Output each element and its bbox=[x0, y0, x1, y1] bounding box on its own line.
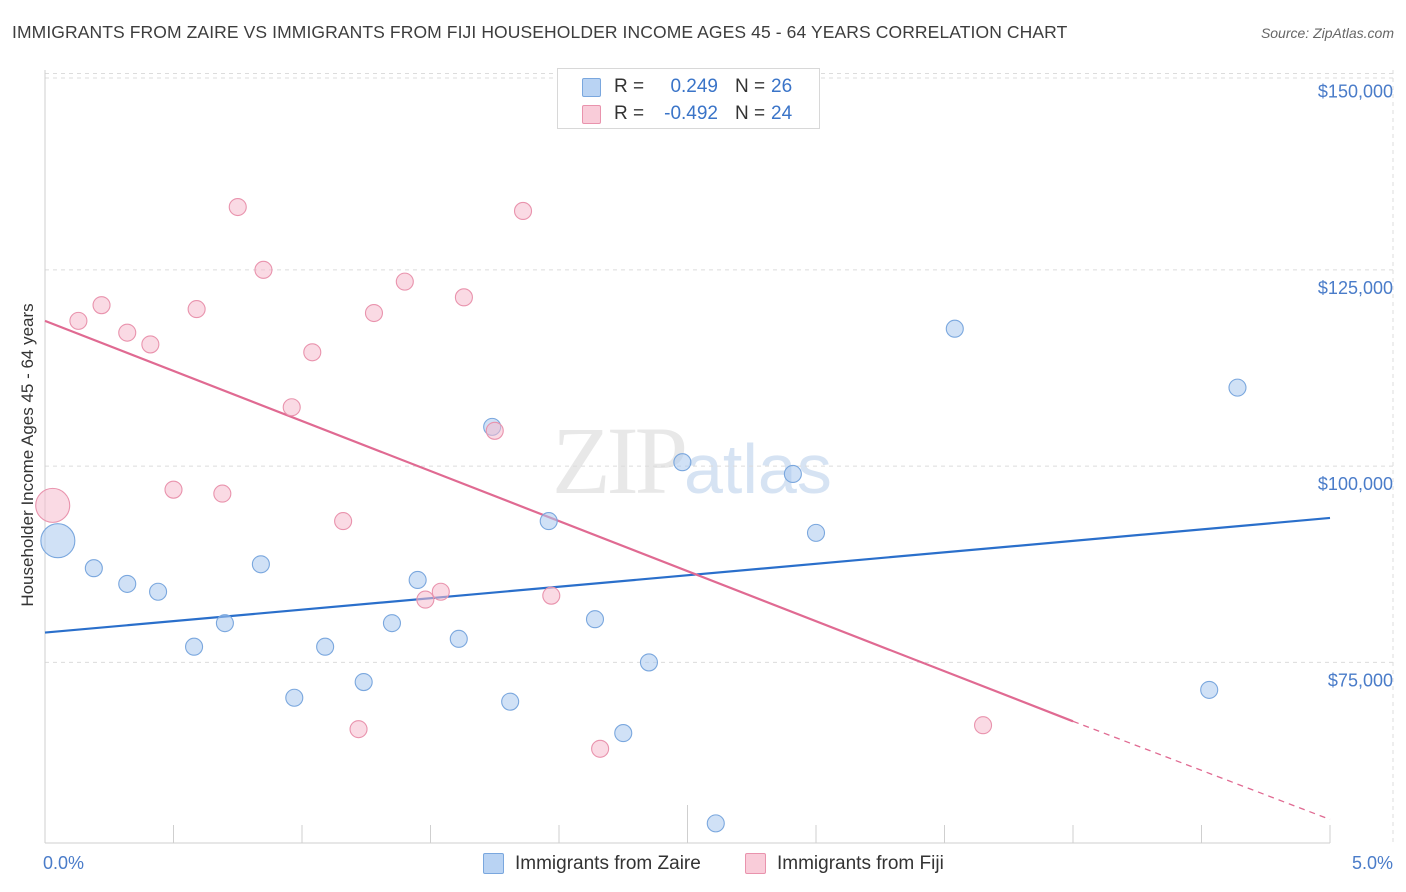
y-tick-label: $75,000 bbox=[1328, 670, 1393, 690]
legend-r-value: 0.249 bbox=[670, 76, 718, 97]
x-max-label: 5.0% bbox=[1352, 853, 1393, 873]
x-min-label: 0.0% bbox=[43, 853, 84, 873]
watermark-atlas: atlas bbox=[684, 430, 832, 508]
series-swatch-fiji bbox=[745, 853, 766, 874]
trend-line-zaire bbox=[44, 516, 1331, 634]
data-point-fiji bbox=[141, 335, 160, 354]
axis-labels: $75,000 $100,000 $125,000 $150,000 0.0% 5.0% H… bbox=[18, 82, 1393, 873]
data-point-fiji bbox=[591, 739, 610, 758]
y-axis-title: Householder Income Ages 45 - 64 years bbox=[18, 303, 37, 606]
series-swatch-zaire bbox=[483, 853, 504, 874]
data-point-fiji bbox=[349, 720, 368, 739]
data-point-zaire bbox=[585, 610, 605, 629]
data-point-fiji bbox=[395, 272, 414, 291]
data-point-zaire bbox=[316, 637, 335, 656]
data-point-zaire bbox=[215, 614, 234, 633]
data-point-zaire bbox=[408, 570, 427, 590]
data-point-zaire bbox=[118, 574, 137, 593]
legend-n-label: N = bbox=[735, 103, 766, 124]
legend-r-label: R = bbox=[614, 76, 645, 97]
data-point-zaire bbox=[673, 453, 692, 472]
data-point-fiji bbox=[973, 716, 993, 735]
data-point-zaire bbox=[185, 637, 204, 656]
data-point-fiji bbox=[364, 303, 384, 323]
trend-line-fiji bbox=[44, 319, 1074, 723]
legend-n-label: N = bbox=[735, 76, 766, 97]
data-point-fiji bbox=[416, 590, 435, 609]
data-point-zaire bbox=[1228, 378, 1247, 397]
data-point-fiji bbox=[213, 484, 232, 503]
legend-swatch-fiji bbox=[582, 105, 601, 124]
legend-n-value: 26 bbox=[771, 76, 793, 97]
data-point-zaire bbox=[149, 582, 168, 601]
data-point-zaire bbox=[945, 319, 964, 338]
series-label-zaire: Immigrants from Zaire bbox=[515, 853, 701, 874]
y-tick-label: $100,000 bbox=[1318, 474, 1393, 494]
data-point-zaire bbox=[84, 559, 103, 578]
data-point-zaire bbox=[706, 814, 725, 833]
watermark-zip: ZIP bbox=[552, 407, 688, 514]
data-point-zaire bbox=[354, 672, 373, 692]
data-point-fiji bbox=[303, 343, 322, 362]
legend-n-value: 24 bbox=[771, 103, 793, 124]
data-point-fiji bbox=[334, 512, 353, 531]
trend-line-extension bbox=[1072, 720, 1331, 821]
data-point-zaire bbox=[639, 653, 659, 672]
data-point-fiji bbox=[164, 480, 183, 499]
chart-title: IMMIGRANTS FROM ZAIRE VS IMMIGRANTS FROM… bbox=[12, 22, 1068, 42]
data-point-fiji bbox=[187, 300, 206, 319]
legend-row-zaire: R = 0.249 N = 26 bbox=[558, 74, 819, 100]
data-point-zaire bbox=[614, 724, 633, 743]
data-point-zaire bbox=[539, 512, 558, 531]
data-point-fiji bbox=[69, 311, 88, 330]
y-tick-label: $125,000 bbox=[1318, 278, 1393, 298]
grid-lines bbox=[45, 70, 1395, 843]
legend-r-value: -0.492 bbox=[664, 103, 718, 124]
data-point-zaire bbox=[449, 629, 468, 648]
data-point-zaire bbox=[1200, 680, 1219, 699]
data-point-zaire bbox=[251, 555, 270, 574]
chart-source: Source: ZipAtlas.com bbox=[1260, 25, 1394, 41]
data-point-zaire bbox=[40, 523, 76, 559]
y-tick-label: $150,000 bbox=[1318, 82, 1393, 102]
legend-r-label: R = bbox=[614, 103, 645, 124]
watermark: ZIPatlas bbox=[552, 405, 832, 516]
data-point-zaire bbox=[501, 692, 520, 711]
data-point-zaire bbox=[806, 523, 826, 542]
trend-lines bbox=[44, 319, 1331, 821]
data-point-fiji bbox=[118, 323, 137, 342]
data-point-fiji bbox=[485, 421, 504, 440]
data-point-fiji bbox=[454, 288, 473, 307]
axes bbox=[44, 70, 1331, 844]
data-point-zaire bbox=[285, 688, 304, 707]
data-point-fiji bbox=[513, 201, 533, 221]
data-point-fiji bbox=[282, 398, 301, 417]
data-point-fiji bbox=[542, 586, 561, 605]
legend-swatch-zaire bbox=[582, 78, 601, 97]
data-points bbox=[35, 197, 1247, 833]
legend-row-fiji: R = -0.492 N = 24 bbox=[558, 101, 819, 127]
data-point-zaire bbox=[783, 464, 802, 484]
data-point-fiji bbox=[431, 582, 450, 601]
data-point-fiji bbox=[92, 296, 111, 315]
data-point-zaire bbox=[382, 614, 402, 633]
data-point-fiji bbox=[254, 260, 273, 279]
data-point-fiji bbox=[228, 197, 247, 217]
data-point-fiji bbox=[35, 487, 71, 523]
stats-legend: R = 0.249 N = 26 R = -0.492 N = 24 bbox=[557, 68, 820, 129]
series-label-fiji: Immigrants from Fiji bbox=[777, 853, 944, 874]
